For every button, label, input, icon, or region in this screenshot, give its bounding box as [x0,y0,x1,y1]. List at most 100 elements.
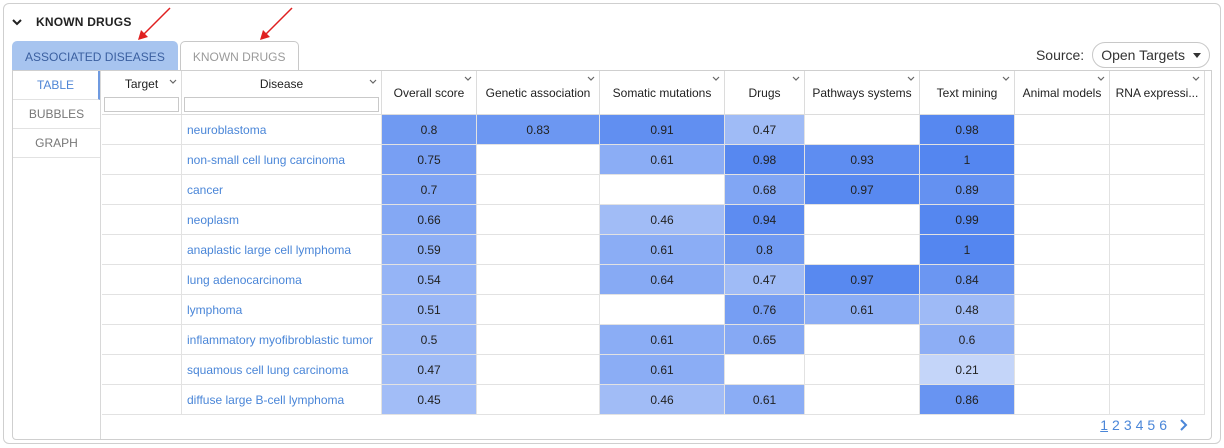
score-cell[interactable]: 0.47 [382,355,477,385]
column-header[interactable]: Disease [182,71,382,115]
page-link[interactable]: 3 [1123,417,1132,433]
chevron-down-icon[interactable] [587,76,595,82]
view-graph[interactable]: GRAPH [13,129,100,158]
score-cell[interactable]: 0.65 [725,325,805,355]
score-cell[interactable] [1015,385,1110,415]
score-cell[interactable]: 0.21 [920,355,1015,385]
column-header[interactable]: Drugs [725,71,805,115]
score-cell[interactable] [1110,355,1205,385]
score-cell[interactable]: 0.68 [725,175,805,205]
score-cell[interactable]: 0.98 [725,145,805,175]
score-cell[interactable] [600,295,725,325]
score-cell[interactable] [1110,175,1205,205]
chevron-down-icon[interactable] [792,76,800,82]
score-cell[interactable] [1015,175,1110,205]
chevron-down-icon[interactable] [464,76,472,82]
page-link[interactable]: 6 [1159,417,1167,433]
chevron-down-icon[interactable] [1097,76,1105,82]
score-cell[interactable]: 0.83 [477,115,600,145]
score-cell[interactable] [477,355,600,385]
score-cell[interactable]: 0.45 [382,385,477,415]
score-cell[interactable] [1110,145,1205,175]
score-cell[interactable]: 0.47 [725,265,805,295]
score-cell[interactable] [1015,325,1110,355]
score-cell[interactable] [477,235,600,265]
disease-link[interactable]: lung adenocarcinoma [182,265,382,295]
score-cell[interactable]: 0.84 [920,265,1015,295]
score-cell[interactable]: 1 [920,145,1015,175]
score-cell[interactable] [1110,265,1205,295]
chevron-down-icon[interactable] [369,79,377,85]
page-link[interactable]: 2 [1112,417,1120,433]
tab-known-drugs[interactable]: KNOWN DRUGS [179,41,299,71]
score-cell[interactable]: 0.46 [600,205,725,235]
column-header[interactable]: RNA expressi... [1110,71,1205,115]
score-cell[interactable]: 0.86 [920,385,1015,415]
score-cell[interactable]: 0.61 [805,295,920,325]
score-cell[interactable] [1015,115,1110,145]
column-filter-input[interactable] [104,97,179,112]
score-cell[interactable] [1110,205,1205,235]
disease-link[interactable]: neoplasm [182,205,382,235]
score-cell[interactable] [477,175,600,205]
score-cell[interactable] [477,385,600,415]
column-header[interactable]: Text mining [920,71,1015,115]
score-cell[interactable]: 0.61 [600,145,725,175]
score-cell[interactable]: 0.8 [725,235,805,265]
score-cell[interactable]: 0.47 [725,115,805,145]
disease-link[interactable]: anaplastic large cell lymphoma [182,235,382,265]
column-header[interactable]: Somatic mutations [600,71,725,115]
score-cell[interactable]: 0.98 [920,115,1015,145]
score-cell[interactable] [477,145,600,175]
score-cell[interactable]: 0.99 [920,205,1015,235]
disease-link[interactable]: non-small cell lung carcinoma [182,145,382,175]
score-cell[interactable]: 0.61 [600,355,725,385]
disease-link[interactable]: lymphoma [182,295,382,325]
page-link[interactable]: 5 [1147,417,1156,433]
score-cell[interactable] [600,175,725,205]
score-cell[interactable] [1110,385,1205,415]
score-cell[interactable]: 1 [920,235,1015,265]
score-cell[interactable] [477,265,600,295]
panel-header[interactable]: KNOWN DRUGS [12,14,132,30]
score-cell[interactable] [1110,295,1205,325]
score-cell[interactable] [1015,145,1110,175]
disease-link[interactable]: squamous cell lung carcinoma [182,355,382,385]
score-cell[interactable] [477,325,600,355]
column-filter-input[interactable] [184,97,379,112]
view-bubbles[interactable]: BUBBLES [13,100,100,129]
score-cell[interactable]: 0.91 [600,115,725,145]
chevron-right-icon[interactable] [1179,419,1189,431]
tab-associated-diseases[interactable]: ASSOCIATED DISEASES [12,41,178,71]
score-cell[interactable]: 0.94 [725,205,805,235]
score-cell[interactable] [805,235,920,265]
page-link[interactable]: 1 [1100,417,1109,433]
chevron-down-icon[interactable] [169,79,177,85]
score-cell[interactable] [1015,205,1110,235]
score-cell[interactable]: 0.6 [920,325,1015,355]
score-cell[interactable] [1110,115,1205,145]
chevron-down-icon[interactable] [712,76,720,82]
chevron-down-icon[interactable] [907,76,915,82]
score-cell[interactable] [805,355,920,385]
chevron-down-icon[interactable] [12,17,22,27]
score-cell[interactable]: 0.64 [600,265,725,295]
score-cell[interactable] [477,295,600,325]
score-cell[interactable]: 0.75 [382,145,477,175]
score-cell[interactable] [1015,235,1110,265]
page-link[interactable]: 4 [1135,417,1144,433]
column-header[interactable]: Animal models [1015,71,1110,115]
score-cell[interactable]: 0.59 [382,235,477,265]
score-cell[interactable] [1110,235,1205,265]
score-cell[interactable] [805,115,920,145]
score-cell[interactable]: 0.93 [805,145,920,175]
score-cell[interactable]: 0.48 [920,295,1015,325]
chevron-down-icon[interactable] [1002,76,1010,82]
disease-link[interactable]: inflammatory myofibroblastic tumor [182,325,382,355]
score-cell[interactable] [1110,325,1205,355]
score-cell[interactable]: 0.61 [725,385,805,415]
score-cell[interactable] [1015,355,1110,385]
score-cell[interactable]: 0.7 [382,175,477,205]
column-header[interactable]: Overall score [382,71,477,115]
column-header[interactable]: Target [102,71,182,115]
